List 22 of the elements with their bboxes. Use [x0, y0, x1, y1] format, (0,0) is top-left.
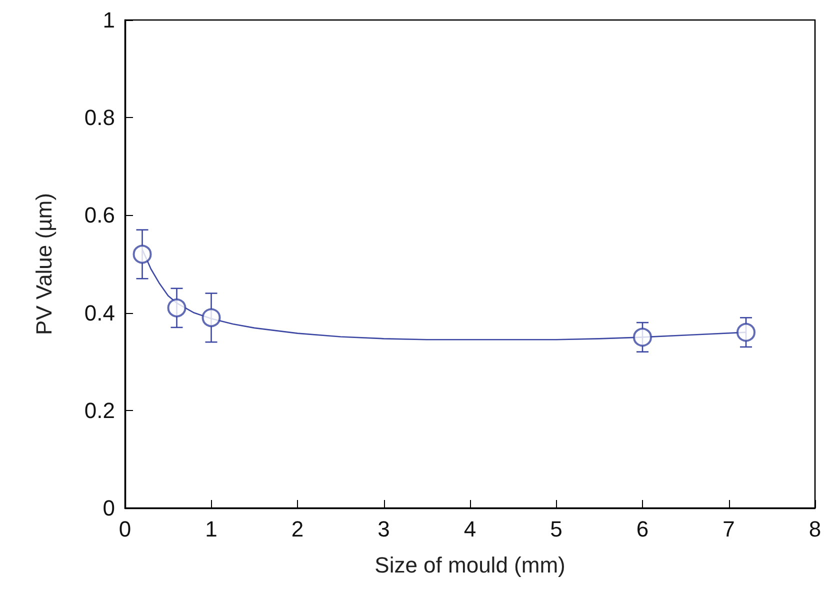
x-tick-label: 7 [722, 516, 735, 542]
x-tick-label: 8 [808, 516, 822, 542]
point [167, 298, 186, 318]
x-axis-title: Size of mould (mm) [374, 552, 566, 578]
y-axis-title: PV Value (µm) [32, 193, 56, 335]
x-tick-label: 4 [464, 516, 476, 542]
x-tick-label: 0 [118, 516, 132, 542]
x-tick-label: 6 [636, 516, 649, 542]
y-tick-label: 0.2 [84, 398, 115, 423]
x-tick-label: 5 [550, 516, 562, 542]
y-tick-label: 0.6 [84, 202, 115, 228]
y-tick-label: 0.4 [84, 300, 115, 326]
point [633, 328, 652, 347]
point [736, 322, 756, 342]
y-tick-label: 0.8 [84, 105, 115, 130]
x-tick-label: 2 [291, 516, 304, 542]
y-tick-label: 0 [102, 496, 115, 520]
x-tick-label: 3 [378, 516, 390, 542]
point [202, 308, 221, 328]
y-tick-label: 1 [102, 8, 115, 32]
point [132, 244, 152, 264]
x-tick-label: 1 [205, 516, 218, 542]
